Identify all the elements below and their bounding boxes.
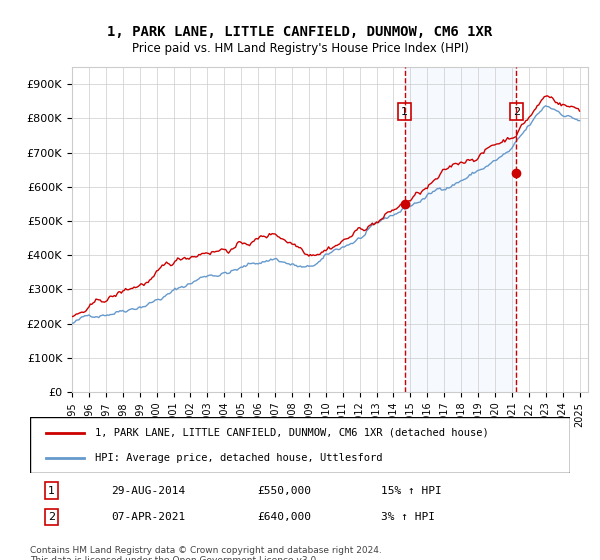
Text: 1, PARK LANE, LITTLE CANFIELD, DUNMOW, CM6 1XR: 1, PARK LANE, LITTLE CANFIELD, DUNMOW, C… (107, 25, 493, 39)
Text: 1: 1 (48, 486, 55, 496)
Text: 29-AUG-2014: 29-AUG-2014 (111, 486, 185, 496)
Text: 07-APR-2021: 07-APR-2021 (111, 512, 185, 522)
Text: Contains HM Land Registry data © Crown copyright and database right 2024.
This d: Contains HM Land Registry data © Crown c… (30, 546, 382, 560)
Text: Price paid vs. HM Land Registry's House Price Index (HPI): Price paid vs. HM Land Registry's House … (131, 42, 469, 55)
Text: 1: 1 (401, 106, 408, 116)
Text: £640,000: £640,000 (257, 512, 311, 522)
Text: 1, PARK LANE, LITTLE CANFIELD, DUNMOW, CM6 1XR (detached house): 1, PARK LANE, LITTLE CANFIELD, DUNMOW, C… (95, 428, 488, 438)
Text: 2: 2 (513, 106, 520, 116)
Text: HPI: Average price, detached house, Uttlesford: HPI: Average price, detached house, Uttl… (95, 452, 382, 463)
FancyBboxPatch shape (30, 417, 570, 473)
Text: 15% ↑ HPI: 15% ↑ HPI (381, 486, 442, 496)
Text: 3% ↑ HPI: 3% ↑ HPI (381, 512, 435, 522)
Bar (404, 67, 517, 392)
Text: £550,000: £550,000 (257, 486, 311, 496)
Text: 2: 2 (48, 512, 55, 522)
